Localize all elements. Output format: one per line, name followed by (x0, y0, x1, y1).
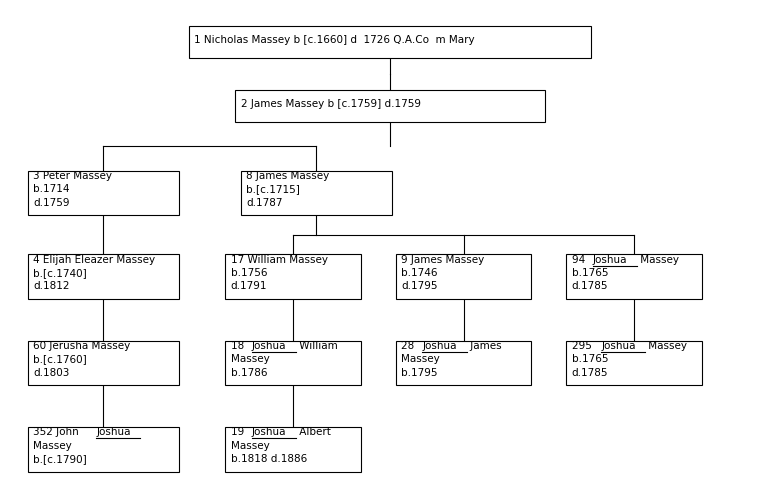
Text: Joshua: Joshua (601, 341, 636, 351)
Text: b.[c.1740]: b.[c.1740] (34, 268, 87, 278)
FancyBboxPatch shape (28, 254, 179, 299)
Text: 1 Nicholas Massey b [c.1660] d  1726 Q.A.Co  m Mary: 1 Nicholas Massey b [c.1660] d 1726 Q.A.… (194, 35, 475, 45)
Text: Massey: Massey (34, 441, 72, 451)
Text: James: James (466, 341, 502, 351)
Text: Massey: Massey (645, 341, 687, 351)
Text: 60 Jerusha Massey: 60 Jerusha Massey (34, 341, 130, 351)
Text: William: William (296, 341, 338, 351)
Text: d.1791: d.1791 (231, 281, 268, 291)
Text: 3 Peter Massey: 3 Peter Massey (34, 171, 112, 181)
FancyBboxPatch shape (566, 341, 702, 385)
Text: b.[c.1715]: b.[c.1715] (246, 184, 300, 194)
Text: d.1803: d.1803 (34, 368, 69, 378)
FancyBboxPatch shape (225, 341, 361, 385)
Text: b.1795: b.1795 (401, 368, 438, 378)
FancyBboxPatch shape (225, 254, 361, 299)
Text: b.1765: b.1765 (572, 354, 608, 364)
FancyBboxPatch shape (189, 26, 591, 58)
Text: Massey: Massey (231, 354, 270, 364)
Text: 295: 295 (572, 341, 594, 351)
Text: d.1812: d.1812 (34, 281, 70, 291)
Text: 94: 94 (572, 254, 588, 264)
FancyBboxPatch shape (28, 171, 179, 215)
Text: 28: 28 (401, 341, 418, 351)
FancyBboxPatch shape (235, 90, 545, 122)
Text: 4 Elijah Eleazer Massey: 4 Elijah Eleazer Massey (34, 254, 155, 264)
Text: Massey: Massey (231, 441, 270, 451)
Text: Massey: Massey (637, 254, 679, 264)
Text: 17 William Massey: 17 William Massey (231, 254, 328, 264)
Text: Joshua: Joshua (96, 427, 130, 437)
FancyBboxPatch shape (225, 427, 361, 472)
Text: Massey: Massey (401, 354, 440, 364)
Text: d.1785: d.1785 (572, 368, 608, 378)
Text: Joshua: Joshua (252, 427, 286, 437)
Text: d.1785: d.1785 (572, 281, 608, 291)
Text: d.1787: d.1787 (246, 198, 283, 208)
Text: b.1818 d.1886: b.1818 d.1886 (231, 454, 307, 464)
Text: Joshua: Joshua (593, 254, 627, 264)
Text: b.[c.1760]: b.[c.1760] (34, 354, 87, 364)
Text: b.1786: b.1786 (231, 368, 268, 378)
Text: Joshua: Joshua (252, 341, 286, 351)
FancyBboxPatch shape (28, 341, 179, 385)
Text: Joshua: Joshua (422, 341, 457, 351)
Text: 9 James Massey: 9 James Massey (401, 254, 484, 264)
FancyBboxPatch shape (566, 254, 702, 299)
Text: b.1756: b.1756 (231, 268, 268, 278)
Text: 18: 18 (231, 341, 247, 351)
Text: 8 James Massey: 8 James Massey (246, 171, 330, 181)
Text: 19: 19 (231, 427, 247, 437)
Text: b.1714: b.1714 (34, 184, 70, 194)
FancyBboxPatch shape (395, 341, 531, 385)
Text: 2 James Massey b [c.1759] d.1759: 2 James Massey b [c.1759] d.1759 (240, 99, 420, 109)
FancyBboxPatch shape (395, 254, 531, 299)
Text: Albert: Albert (296, 427, 331, 437)
FancyBboxPatch shape (241, 171, 392, 215)
Text: b.[c.1790]: b.[c.1790] (34, 454, 87, 464)
FancyBboxPatch shape (28, 427, 179, 472)
Text: d.1759: d.1759 (34, 198, 70, 208)
Text: b.1765: b.1765 (572, 268, 608, 278)
Text: d.1795: d.1795 (401, 281, 438, 291)
Text: 352 John: 352 John (34, 427, 83, 437)
Text: b.1746: b.1746 (401, 268, 438, 278)
